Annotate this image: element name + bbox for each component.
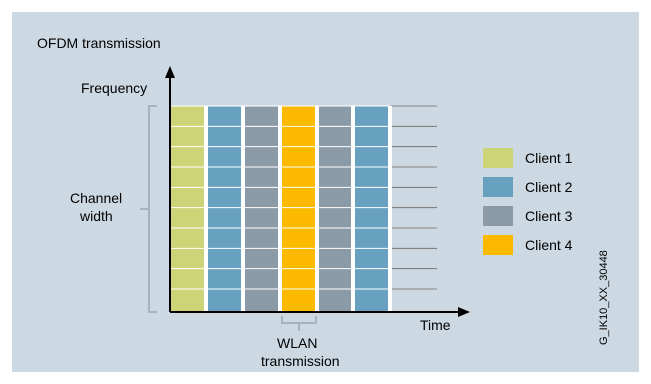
bar-client-1-slot-1 [171,106,204,312]
bar-client-3-slot-5 [318,106,351,312]
bar-client-4-slot-4 [282,106,315,312]
legend-label-client-1: Client 1 [525,150,573,166]
image-code: G_IK10_XX_30448 [598,250,610,345]
legend-item-client-4: Client 4 [483,235,572,255]
y-axis-arrow-icon [165,66,175,78]
bar-client-3-slot-3 [245,106,278,312]
y-axis-label: Frequency [81,80,148,96]
diagram-title: OFDM transmission [37,35,161,51]
wlan-transmission-label-line2: transmission [261,353,340,369]
legend-item-client-1: Client 1 [483,148,572,168]
x-axis-label: Time [420,317,451,333]
channel-width-bracket [148,105,157,313]
x-axis-arrow-icon [458,307,470,317]
bar-client-2-slot-2 [208,106,241,312]
legend-label-client-2: Client 2 [525,179,573,195]
legend-item-client-3: Client 3 [483,206,572,226]
wlan-transmission-bracket [281,316,317,324]
legend-swatch-client-1 [483,148,513,168]
legend-label-client-3: Client 3 [525,208,573,224]
legend-swatch-client-2 [483,177,513,197]
wlan-transmission-label-line1: WLAN [277,335,318,351]
channel-width-label-line2: width [80,208,113,224]
channel-width-label-line1: Channel [70,190,123,206]
legend-item-client-2: Client 2 [483,177,572,197]
bar-client-2-slot-6 [355,106,388,312]
legend-label-client-4: Client 4 [525,237,573,253]
legend-swatch-client-4 [483,235,513,255]
legend-swatch-client-3 [483,206,513,226]
